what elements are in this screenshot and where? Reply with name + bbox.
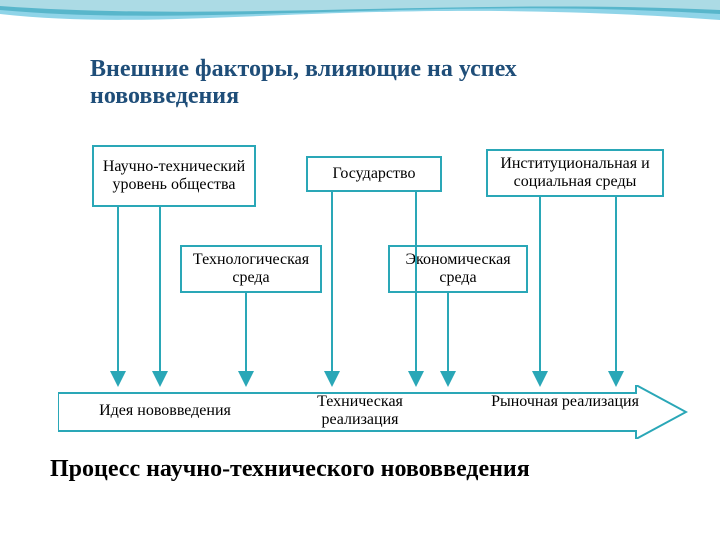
box-label: Институциональная и социальная среды bbox=[492, 155, 658, 192]
process-label-tech-real: Техническая реализация bbox=[290, 393, 430, 429]
box-state: Государство bbox=[306, 156, 442, 192]
box-econ-env: Экономическая среда bbox=[388, 245, 528, 293]
box-label: Научно-технический уровень общества bbox=[98, 158, 250, 195]
page-title: Внешние факторы, влияющие на успех новов… bbox=[90, 56, 630, 110]
wave-header bbox=[0, 0, 720, 60]
subtitle: Процесс научно-технического нововведения bbox=[50, 456, 530, 483]
box-sci-tech: Научно-технический уровень общества bbox=[92, 145, 256, 207]
box-label: Технологическая среда bbox=[186, 251, 316, 288]
process-label-market-real: Рыночная реализация bbox=[490, 393, 640, 411]
box-label: Экономическая среда bbox=[394, 251, 522, 288]
box-inst-social: Институциональная и социальная среды bbox=[486, 149, 664, 197]
process-label-idea: Идея нововведения bbox=[75, 402, 255, 420]
box-label: Государство bbox=[333, 165, 416, 183]
box-tech-env: Технологическая среда bbox=[180, 245, 322, 293]
